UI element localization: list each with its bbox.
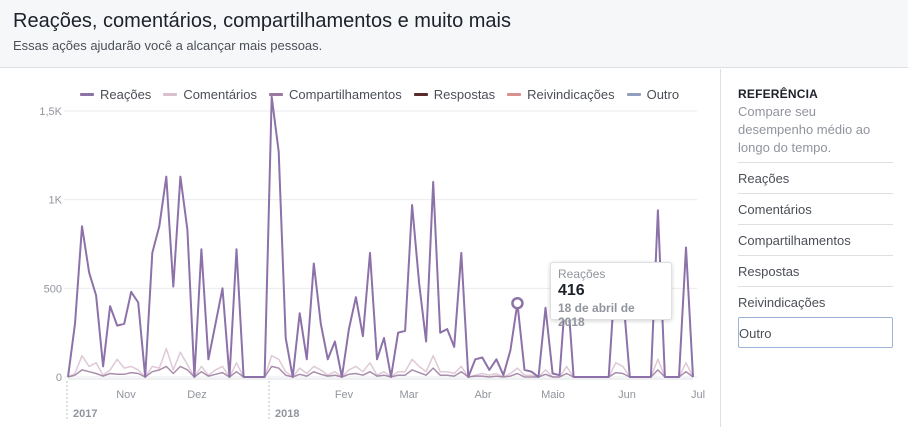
line-chart: 0 500 1K 1,5K Nov Dez Fev Mar Abr Maio Jun Jul 2017 2… [39,95,705,420]
legend-label: Respostas [433,87,496,102]
reference-item-respostas[interactable]: Respostas [738,255,893,286]
y-tick-label: 1,5K [39,106,62,118]
legend-swatch [269,93,284,96]
highlighted-point [511,296,524,310]
chart-tooltip: Reações 416 18 de abril de 2018 [550,262,672,329]
reference-item-comentarios[interactable]: Comentários [738,193,893,224]
series-line-reacoes [67,95,694,378]
legend-label: Outro [646,87,680,102]
legend-swatch [80,93,94,96]
reference-title: REFERÊNCIA [738,87,819,101]
chart-area: 0 500 1K 1,5K Nov Dez Fev Mar Abr Maio Jun Jul 2017 2… [0,69,720,427]
reference-description: Compare seu desempenho médio ao longo do… [738,104,871,155]
reference-item-reivindicacoes[interactable]: Reivindicações [738,286,893,317]
reference-panel: REFERÊNCIA Compare seu desempenho médio … [720,69,908,427]
x-month-label: Jul [691,389,705,401]
series-line-comentarios [67,347,694,378]
legend-label: Reivindicações [527,87,615,102]
reference-item-outro[interactable]: Outro [738,317,893,348]
legend-item-compartilhamentos[interactable]: Compartilhamentos [269,87,402,102]
x-year-label: 2017 [73,408,97,420]
legend-label: Comentários [183,87,258,102]
legend-item-reivindicacoes[interactable]: Reivindicações [507,87,615,102]
series-line-compartilhamentos [67,365,694,378]
tooltip-label: Reações [558,267,606,281]
legend-swatch [413,93,428,96]
x-month-label: Fev [335,389,354,401]
legend-item-respostas[interactable]: Respostas [413,87,496,102]
x-month-label: Abr [474,389,491,401]
legend-label: Reações [100,87,152,102]
reference-item-compartilhamentos[interactable]: Compartilhamentos [738,224,893,255]
tooltip-value: 416 [558,282,585,299]
chart-legend: Reações Comentários Compartilhamentos Re… [80,87,679,102]
y-tick-label: 1K [49,195,63,207]
legend-swatch [626,93,641,96]
legend-item-comentarios[interactable]: Comentários [163,87,257,102]
page-header: Reações, comentários, compartilhamentos … [0,0,908,68]
legend-label: Compartilhamentos [289,87,402,102]
legend-item-outro[interactable]: Outro [626,87,680,102]
legend-swatch [507,93,522,96]
page-subtitle: Essas ações ajudarão você a alcançar mai… [13,38,323,53]
x-month-label: Dez [187,389,207,401]
legend-item-reacoes[interactable]: Reações [80,87,151,102]
x-year-label: 2018 [275,408,299,420]
reference-item-reacoes[interactable]: Reações [738,162,893,193]
x-month-label: Maio [541,389,565,401]
x-month-label: Mar [400,389,419,401]
legend-swatch [163,93,178,96]
y-tick-label: 500 [44,283,62,295]
page-title: Reações, comentários, compartilhamentos … [13,10,511,32]
x-month-label: Jun [618,389,636,401]
y-tick-label: 0 [56,372,62,384]
x-month-label: Nov [116,389,136,401]
reference-list: Reações Comentários Compartilhamentos Re… [738,162,893,348]
tooltip-date: 18 de abril de 2018 [558,301,635,329]
